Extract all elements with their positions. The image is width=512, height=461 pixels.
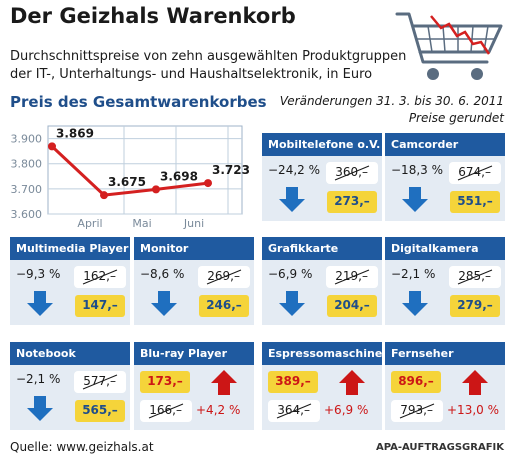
new-price: 204,– xyxy=(327,295,377,317)
new-price: 147,– xyxy=(75,295,125,317)
price-change: −18,3 % xyxy=(391,163,443,177)
old-price: 285,– xyxy=(449,266,501,288)
arrow-down-icon xyxy=(402,187,428,212)
card-title: Digitalkamera xyxy=(385,237,505,260)
arrow-down-icon xyxy=(27,396,53,421)
price-change: −8,6 % xyxy=(140,267,185,281)
price-change: −9,3 % xyxy=(16,267,61,281)
product-card: Espressomaschine 389,– 364,– +6,9 % xyxy=(262,342,382,430)
arrow-down-icon xyxy=(27,291,53,316)
credit-note: APA-AUFTRAGSGRAFIK xyxy=(375,442,504,453)
chart-title: Preis des Gesamtwarenkorbes xyxy=(10,93,267,111)
data-label: 3.723 xyxy=(212,163,250,177)
product-card: Notebook −2,1 % 577,– 565,– xyxy=(10,342,130,430)
old-price: 360,– xyxy=(326,162,378,184)
new-price: 273,– xyxy=(327,191,377,213)
new-price: 279,– xyxy=(450,295,500,317)
data-point xyxy=(204,179,212,188)
subtitle-line-2: der IT-, Unterhaltungs- und Haushaltsele… xyxy=(10,67,373,82)
card-title: Camcorder xyxy=(385,133,505,156)
x-tick-label: Juni xyxy=(183,217,204,230)
arrow-down-icon xyxy=(279,291,305,316)
card-title: Monitor xyxy=(134,237,254,260)
old-price: 674,– xyxy=(449,162,501,184)
source-note: Quelle: www.geizhals.at xyxy=(10,440,154,454)
price-change: −24,2 % xyxy=(268,163,320,177)
old-price: 166,– xyxy=(140,400,192,422)
subtitle-line-1: Durchschnittspreise von zehn ausgewählte… xyxy=(10,49,407,64)
arrow-up-icon xyxy=(339,370,365,395)
data-label: 3.869 xyxy=(56,126,94,140)
new-price: 896,– xyxy=(391,371,441,393)
data-point xyxy=(100,191,108,200)
product-card: Grafikkarte −6,9 % 219,– 204,– xyxy=(262,237,382,325)
change-period-note: Veränderungen 31. 3. bis 30. 6. 2011 xyxy=(279,94,504,108)
old-price: 162,– xyxy=(74,266,126,288)
card-title: Fernseher xyxy=(385,342,505,365)
product-card: Camcorder −18,3 % 674,– 551,– xyxy=(385,133,505,221)
product-card: Fernseher 896,– 793,– +13,0 % xyxy=(385,342,505,430)
new-price: 565,– xyxy=(75,400,125,422)
arrow-down-icon xyxy=(402,291,428,316)
page-title: Der Geizhals Warenkorb xyxy=(10,4,296,28)
arrow-down-icon xyxy=(279,187,305,212)
x-tick-label: April xyxy=(77,217,102,230)
card-title: Multimedia Player xyxy=(10,237,130,260)
card-title: Espressomaschine xyxy=(262,342,382,365)
new-price: 173,– xyxy=(140,371,190,393)
product-card: Monitor −8,6 % 269,– 246,– xyxy=(134,237,254,325)
y-tick-label: 3.800 xyxy=(11,158,43,171)
arrow-up-icon xyxy=(211,370,237,395)
product-card: Digitalkamera −2,1 % 285,– 279,– xyxy=(385,237,505,325)
product-card: Mobiltelefone o.V. −24,2 % 360,– 273,– xyxy=(262,133,382,221)
old-price: 219,– xyxy=(326,266,378,288)
old-price: 793,– xyxy=(391,400,443,422)
rounding-note: Preise gerundet xyxy=(408,111,504,125)
data-label: 3.698 xyxy=(160,169,198,183)
old-price: 577,– xyxy=(74,371,126,393)
new-price: 551,– xyxy=(450,191,500,213)
price-change: −6,9 % xyxy=(268,267,313,281)
old-price: 269,– xyxy=(198,266,250,288)
card-title: Mobiltelefone o.V. xyxy=(262,133,382,156)
price-change: −2,1 % xyxy=(391,267,436,281)
price-change: +13,0 % xyxy=(447,403,499,417)
product-card: Blu-ray Player 173,– 166,– +4,2 % xyxy=(134,342,254,430)
arrow-down-icon xyxy=(151,291,177,316)
price-change: −2,1 % xyxy=(16,372,61,386)
data-point xyxy=(152,185,160,194)
y-tick-label: 3.900 xyxy=(11,133,43,146)
new-price: 246,– xyxy=(199,295,249,317)
y-tick-label: 3.700 xyxy=(11,183,43,196)
new-price: 389,– xyxy=(268,371,318,393)
card-title: Blu-ray Player xyxy=(134,342,254,365)
product-card: Multimedia Player −9,3 % 162,– 147,– xyxy=(10,237,130,325)
data-label: 3.675 xyxy=(108,175,146,189)
y-tick-label: 3.600 xyxy=(11,208,43,221)
card-title: Notebook xyxy=(10,342,130,365)
arrow-up-icon xyxy=(462,370,488,395)
series-line xyxy=(50,145,209,197)
old-price: 364,– xyxy=(268,400,320,422)
price-change: +6,9 % xyxy=(324,403,369,417)
price-change: +4,2 % xyxy=(196,403,241,417)
x-tick-label: Mai xyxy=(132,217,151,230)
basket-price-chart: 3.600 3.700 3.800 3.900 April Mai Juni 3.869 3… xyxy=(11,125,250,230)
card-title: Grafikkarte xyxy=(262,237,382,260)
data-point xyxy=(48,142,56,151)
shopping-cart-icon xyxy=(395,12,503,80)
